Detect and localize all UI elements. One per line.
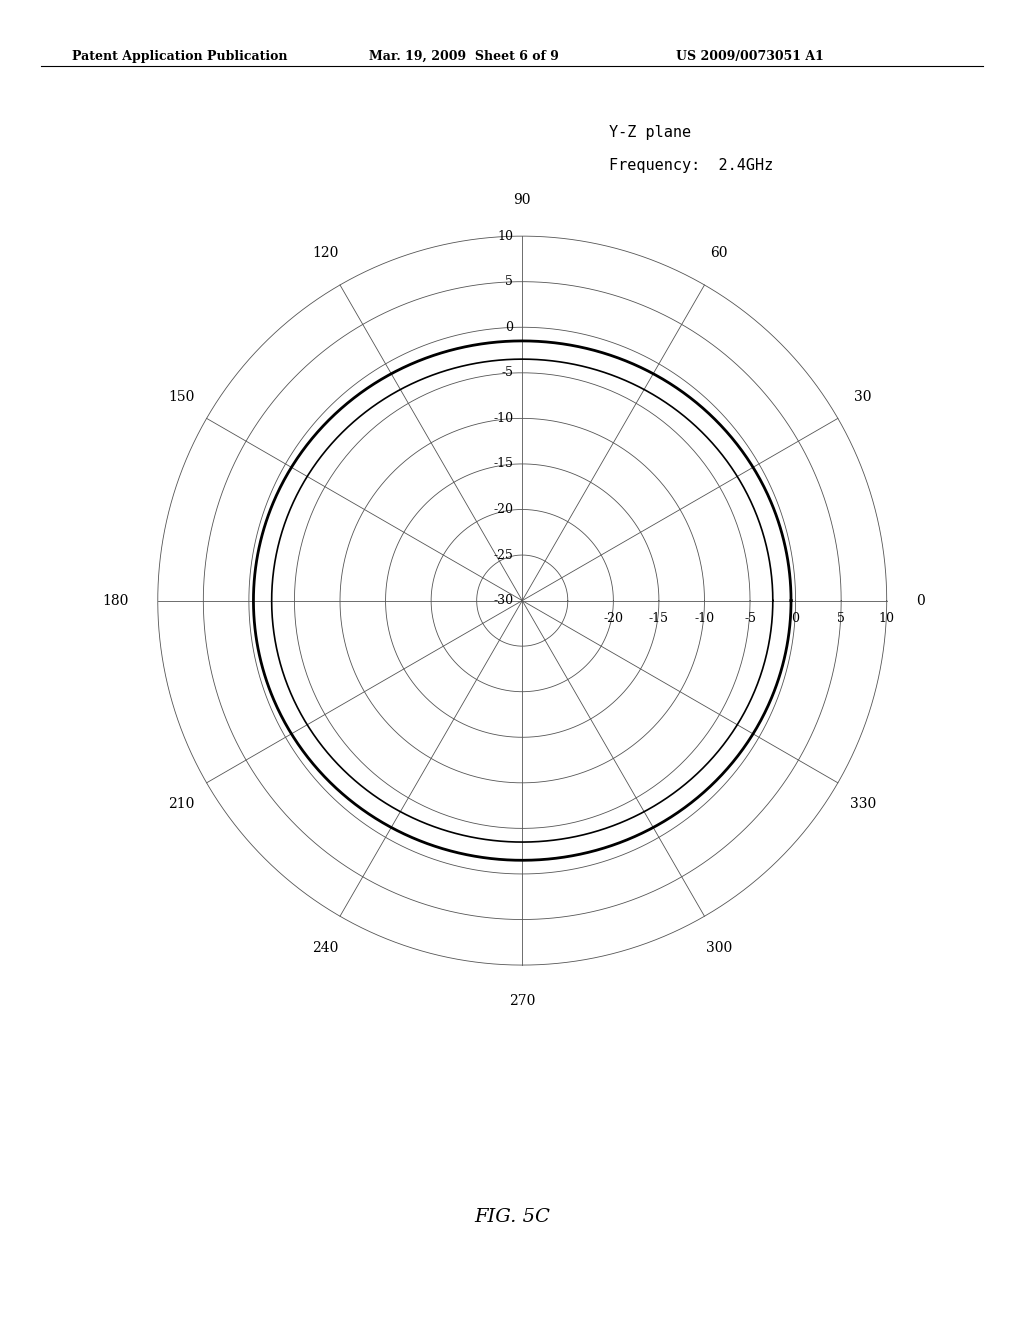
Text: -30: -30	[493, 594, 513, 607]
Text: Y-Z plane: Y-Z plane	[609, 125, 691, 140]
Text: -10: -10	[694, 611, 715, 624]
Text: US 2009/0073051 A1: US 2009/0073051 A1	[676, 50, 823, 63]
Text: -10: -10	[493, 412, 513, 425]
Text: 30: 30	[854, 389, 871, 404]
Text: 60: 60	[711, 246, 728, 260]
Text: 90: 90	[513, 193, 531, 207]
Text: -5: -5	[744, 611, 756, 624]
Text: -20: -20	[494, 503, 513, 516]
Text: Frequency:  2.4GHz: Frequency: 2.4GHz	[609, 158, 773, 173]
Text: 120: 120	[312, 246, 339, 260]
Text: 150: 150	[168, 389, 195, 404]
Text: Patent Application Publication: Patent Application Publication	[72, 50, 287, 63]
Text: 240: 240	[312, 941, 339, 956]
Text: -20: -20	[603, 611, 624, 624]
Text: 0: 0	[505, 321, 513, 334]
Text: -5: -5	[501, 367, 513, 379]
Text: -15: -15	[494, 458, 513, 470]
Text: 300: 300	[706, 941, 732, 956]
Text: Mar. 19, 2009  Sheet 6 of 9: Mar. 19, 2009 Sheet 6 of 9	[369, 50, 558, 63]
Text: FIG. 5C: FIG. 5C	[474, 1208, 550, 1226]
Text: 330: 330	[850, 797, 877, 812]
Text: -15: -15	[649, 611, 669, 624]
Text: 10: 10	[497, 230, 513, 243]
Text: 10: 10	[879, 611, 895, 624]
Text: -25: -25	[494, 549, 513, 561]
Text: 270: 270	[509, 994, 536, 1008]
Text: 180: 180	[102, 594, 129, 607]
Text: 0: 0	[915, 594, 925, 607]
Text: 5: 5	[838, 611, 845, 624]
Text: 0: 0	[792, 611, 800, 624]
Text: 5: 5	[505, 275, 513, 288]
Text: 210: 210	[168, 797, 195, 812]
